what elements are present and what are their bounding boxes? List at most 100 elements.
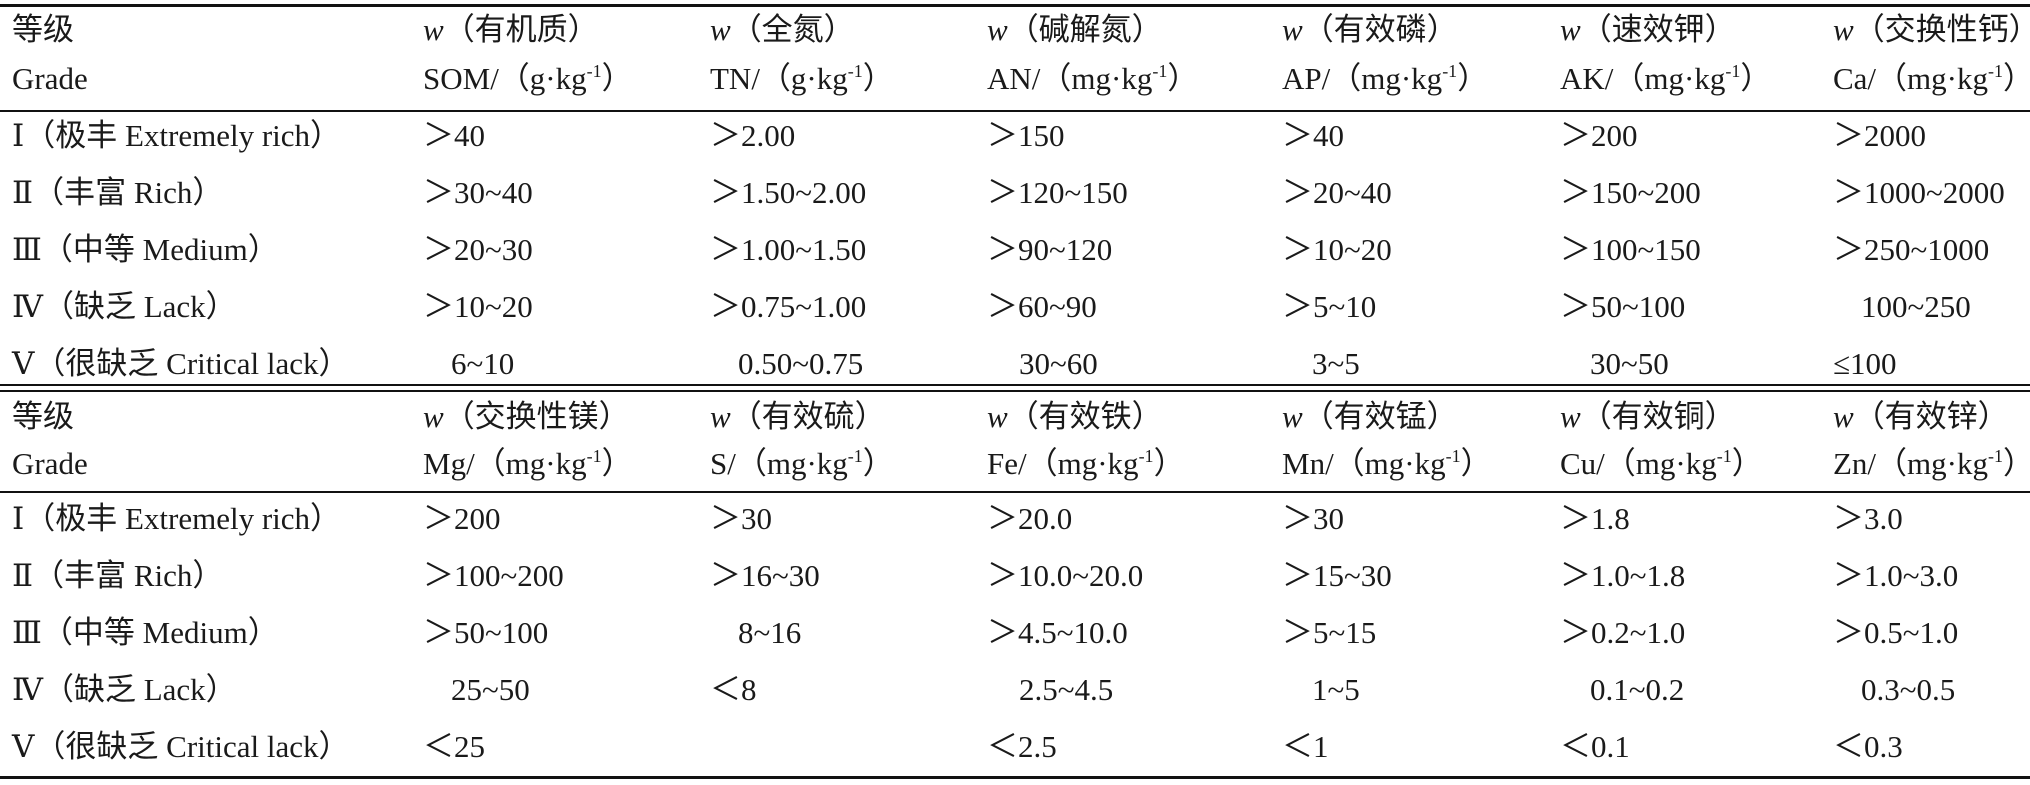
header-unit-close: ） — [1167, 61, 1199, 96]
table-cell: 25~50 — [451, 672, 530, 707]
column-header: w（有效铜） Cu/（mg·kg-1） — [1560, 399, 1763, 482]
column-header: w（有效磷） AP/（mg·kg-1） — [1282, 12, 1488, 97]
header-unit-close: ） — [601, 446, 633, 481]
table-cell: ＞2.00 — [710, 118, 796, 153]
header-unit-close: ） — [1153, 446, 1185, 481]
header-unit-close: ） — [1731, 446, 1763, 481]
header-line-2: Mn/（mg·kg-1） — [1282, 446, 1492, 482]
table-cell: ＞16~30 — [710, 558, 820, 593]
table-cell: ＞3.0 — [1833, 501, 1903, 536]
header-line-1: w（交换性钙） — [1833, 12, 2030, 48]
column-header: w（交换性钙） Ca/（mg·kg-1） — [1833, 12, 2030, 97]
header-name: （有效磷） — [1302, 12, 1458, 47]
header-name: （交换性镁） — [443, 399, 630, 434]
mass-fraction-symbol: w — [1833, 399, 1854, 434]
header-name: （交换性钙） — [1853, 12, 2030, 47]
header-name: （有效铁） — [1007, 399, 1163, 434]
table-cell: ＞1.0~3.0 — [1833, 558, 1959, 593]
column-header: w（有效硫） S/（mg·kg-1） — [710, 399, 894, 482]
mass-fraction-symbol: w — [987, 12, 1008, 47]
header-line-2: AP/（mg·kg-1） — [1282, 61, 1488, 97]
header-name: （速效钾） — [1580, 12, 1736, 47]
table-cell: ＞10~20 — [1282, 232, 1392, 267]
table-cell: ＜2.5 — [987, 729, 1057, 764]
header-unit: Cu/（mg·kg — [1560, 446, 1717, 481]
table-cell: 0.3~0.5 — [1861, 672, 1956, 707]
table-cell: ＜25 — [423, 729, 485, 764]
column-header: w（交换性镁） Mg/（mg·kg-1） — [423, 399, 633, 482]
header-name: （有效锰） — [1302, 399, 1458, 434]
header-line-1: 等级 — [12, 12, 88, 48]
header-line-1: w（有效铁） — [987, 399, 1185, 435]
table-cell: ＞100~200 — [423, 558, 564, 593]
header-rule-2 — [0, 491, 2030, 493]
table-cell: ＞20~40 — [1282, 175, 1392, 210]
mass-fraction-symbol: w — [1282, 399, 1303, 434]
table-cell: ＞200 — [423, 501, 501, 536]
unit-exponent: -1 — [1138, 446, 1154, 466]
grade-label: Ⅱ（丰富 Rich） — [12, 558, 224, 593]
table-cell: ＜8 — [710, 672, 757, 707]
header-unit-close: ） — [2003, 61, 2030, 96]
unit-exponent: -1 — [1988, 61, 2003, 81]
column-header: w（碱解氮） AN/（mg·kg-1） — [987, 12, 1198, 97]
header-line-2: AK/（mg·kg-1） — [1560, 61, 1771, 97]
header-line-2: AN/（mg·kg-1） — [987, 61, 1198, 97]
grade-label: Ⅳ（缺乏 Lack） — [12, 289, 237, 324]
header-line-2: Grade — [12, 61, 88, 97]
header-name: （有效硫） — [730, 399, 886, 434]
table-cell: ＞30 — [1282, 501, 1344, 536]
table-cell: ＞4.5~10.0 — [987, 615, 1128, 650]
header-unit: Mn/（mg·kg — [1282, 446, 1446, 481]
unit-exponent: -1 — [847, 446, 863, 466]
table-cell: ＞100~150 — [1560, 232, 1701, 267]
table-cell: ＞20.0 — [987, 501, 1073, 536]
header-unit: S/（mg·kg — [710, 446, 848, 481]
header-line-1: w（碱解氮） — [987, 12, 1198, 48]
column-header: w（有效铁） Fe/（mg·kg-1） — [987, 399, 1185, 482]
unit-exponent: -1 — [847, 61, 863, 81]
header-name: （碱解氮） — [1007, 12, 1163, 47]
table-cell: ＞1.0~1.8 — [1560, 558, 1686, 593]
table-cell: ＞2000 — [1833, 118, 1926, 153]
header-unit: TN/（g·kg — [710, 61, 848, 96]
table-cell: 100~250 — [1861, 289, 1971, 324]
grade-label: Ⅴ（很缺乏 Critical lack） — [12, 346, 350, 381]
table-cell: ＞200 — [1560, 118, 1638, 153]
header-unit: Mg/（mg·kg — [423, 446, 587, 481]
header-line-1: w（有效硫） — [710, 399, 894, 435]
mass-fraction-symbol: w — [1560, 12, 1581, 47]
column-header: w（全氮） TN/（g·kg-1） — [710, 12, 894, 97]
mass-fraction-symbol: w — [710, 12, 731, 47]
header-line-2: S/（mg·kg-1） — [710, 446, 894, 482]
table-cell: ＞15~30 — [1282, 558, 1392, 593]
table-cell: ＞90~120 — [987, 232, 1113, 267]
column-header: w（有效锰） Mn/（mg·kg-1） — [1282, 399, 1492, 482]
table-cell: ＞10~20 — [423, 289, 533, 324]
table-cell: ＞50~100 — [423, 615, 549, 650]
section-divider-rule-a — [0, 384, 2030, 386]
table-cell: ＞30 — [710, 501, 772, 536]
header-line-1: w（有效锰） — [1282, 399, 1492, 435]
table-cell: ＞1.50~2.00 — [710, 175, 867, 210]
table-cell: ＞5~10 — [1282, 289, 1377, 324]
table-cell: 3~5 — [1312, 346, 1360, 381]
table-cell: ＞1.00~1.50 — [710, 232, 867, 267]
table-cell: 0.50~0.75 — [738, 346, 864, 381]
bottom-rule — [0, 776, 2030, 779]
table-cell: ＜1 — [1282, 729, 1329, 764]
table-cell: ＞0.75~1.00 — [710, 289, 867, 324]
header-line-1: w（有效锌） — [1833, 399, 2030, 435]
header-name-en: Grade — [12, 446, 88, 481]
grade-label: Ⅳ（缺乏 Lack） — [12, 672, 237, 707]
table-cell: ＞30~40 — [423, 175, 533, 210]
header-unit: AN/（mg·kg — [987, 61, 1153, 96]
table-cell: ≤100 — [1833, 346, 1897, 381]
grade-label: Ⅴ（很缺乏 Critical lack） — [12, 729, 350, 764]
header-unit-close: ） — [2003, 446, 2030, 481]
header-unit-close: ） — [601, 61, 633, 96]
header-unit-close: ） — [1460, 446, 1492, 481]
grade-label: Ⅰ（极丰 Extremely rich） — [12, 118, 342, 153]
table-cell: 30~50 — [1590, 346, 1669, 381]
header-unit-close: ） — [862, 446, 894, 481]
